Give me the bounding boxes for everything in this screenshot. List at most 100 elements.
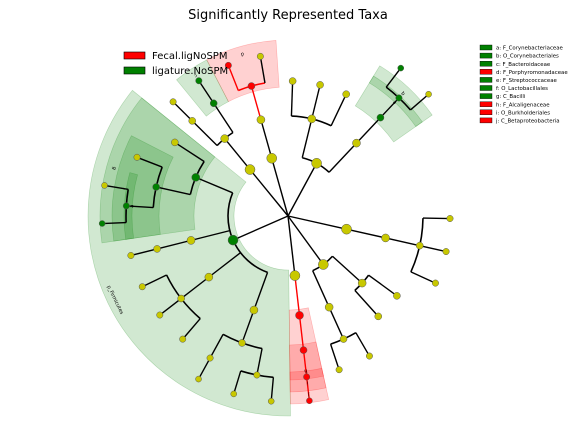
tree-edge <box>385 67 402 88</box>
clade-legend-swatch-h <box>479 101 493 107</box>
tree-node <box>339 335 348 343</box>
tree-node <box>341 223 352 235</box>
tree-edge <box>294 275 301 316</box>
clade-legend-swatch-i <box>479 109 493 116</box>
tree-edge <box>329 343 340 370</box>
tree-node <box>376 113 385 122</box>
tree-node <box>204 272 214 282</box>
tree-node <box>186 236 196 245</box>
tree-node <box>374 312 383 321</box>
clade-legend-swatch-a <box>479 44 493 51</box>
tree-edge <box>410 271 436 284</box>
clade-wedge-label-f: f <box>119 187 125 190</box>
tree-edge <box>141 274 167 288</box>
clade-legend: a: F_Corynebacteriaceae b: O_Corynebacter… <box>479 44 568 125</box>
group-legend-label: Fecal.ligNoSPM <box>152 51 227 62</box>
tree-node <box>442 248 450 256</box>
clade-wedge-label-d: d <box>240 50 245 57</box>
tree-node <box>395 94 403 102</box>
tree-edge <box>368 274 398 297</box>
tree-node <box>335 366 343 374</box>
tree-edge <box>302 350 308 378</box>
tree-node <box>306 397 313 405</box>
tree-edge <box>130 248 158 257</box>
tree-node <box>299 346 308 354</box>
tree-node <box>295 311 304 320</box>
clade-legend-label-j: j: C_Betaproteobacteria <box>495 119 560 125</box>
tree-edge <box>155 186 191 196</box>
clade-wedge-label-b: b <box>399 91 405 98</box>
tree-edge <box>256 348 263 376</box>
tree-edge <box>253 272 269 311</box>
tree-edge <box>197 357 211 380</box>
clade-legend-label-a: a: F_Corynebacteriaceae <box>496 46 564 52</box>
tree-edge <box>102 221 127 225</box>
tree-edge <box>328 142 357 173</box>
tree-node <box>253 371 261 379</box>
tree-edge <box>379 97 400 119</box>
tree-edge <box>354 289 379 317</box>
tree-node <box>188 117 196 125</box>
tree-edge <box>250 85 262 120</box>
tree-edge <box>180 276 210 300</box>
tree-node <box>209 99 218 108</box>
tree-edge <box>290 81 294 117</box>
tree-node <box>446 215 454 222</box>
tree-edge <box>156 239 192 250</box>
tree-edge <box>232 215 289 241</box>
tree-node <box>256 115 266 124</box>
clade-legend-label-b: b: O_Corynebacteriales <box>496 54 559 60</box>
tree-edge <box>287 215 296 276</box>
clade-wedge-label-h: h <box>304 367 308 373</box>
tree-edge <box>224 138 251 171</box>
tree-node <box>303 373 311 381</box>
chart-title: Significantly Represented Taxa <box>188 8 388 23</box>
tree-edge <box>249 169 289 217</box>
clade-legend-label-e: e: F_Streptococcaceae <box>496 78 558 84</box>
tree-edge <box>213 102 234 133</box>
clade-legend-swatch-b <box>479 52 493 59</box>
clade-wedge-f <box>111 135 174 242</box>
tree-node <box>256 52 264 60</box>
clade-legend-swatch-g <box>479 93 493 99</box>
tree-edge <box>287 162 318 217</box>
tree-node <box>171 138 179 147</box>
tree-node <box>152 183 160 191</box>
tree-node <box>393 292 401 300</box>
clade-wedge-p <box>87 89 291 417</box>
tree-node <box>179 335 187 343</box>
tree-node <box>169 98 177 106</box>
tree-edge <box>385 237 420 247</box>
clade-legend-swatch-d <box>479 69 493 75</box>
tree-node <box>138 283 146 291</box>
tree-node <box>206 354 214 362</box>
tree-node <box>244 164 256 175</box>
tree-edge <box>419 244 447 253</box>
tree-edge <box>182 318 201 340</box>
tree-node <box>352 138 361 148</box>
tree-edge <box>260 119 273 159</box>
tree-root-node <box>287 215 289 217</box>
clade-wedge-label-a: a <box>391 99 397 105</box>
tree-edge <box>355 117 381 144</box>
group-legend-swatch <box>123 66 146 75</box>
tree-node <box>127 252 135 259</box>
tree-edge <box>227 65 239 91</box>
tree-edge <box>301 118 313 158</box>
tree-node <box>156 311 164 319</box>
clade-legend-swatch-c <box>479 61 493 67</box>
tree-edge <box>126 205 154 209</box>
tree-edge <box>259 56 266 84</box>
tree-nodes <box>98 52 454 405</box>
clade-legend-label-d: d: F_Porphyromonadaceae <box>496 70 568 76</box>
tree-node <box>432 279 439 287</box>
tree-edge <box>410 93 430 111</box>
tree-node <box>122 202 130 210</box>
tree-node <box>133 153 141 161</box>
tree-node <box>381 233 390 243</box>
tree-node <box>220 134 229 143</box>
tree-node <box>249 305 259 315</box>
tree-edge <box>332 255 363 284</box>
clade-wedge-label-j: j <box>308 391 311 397</box>
